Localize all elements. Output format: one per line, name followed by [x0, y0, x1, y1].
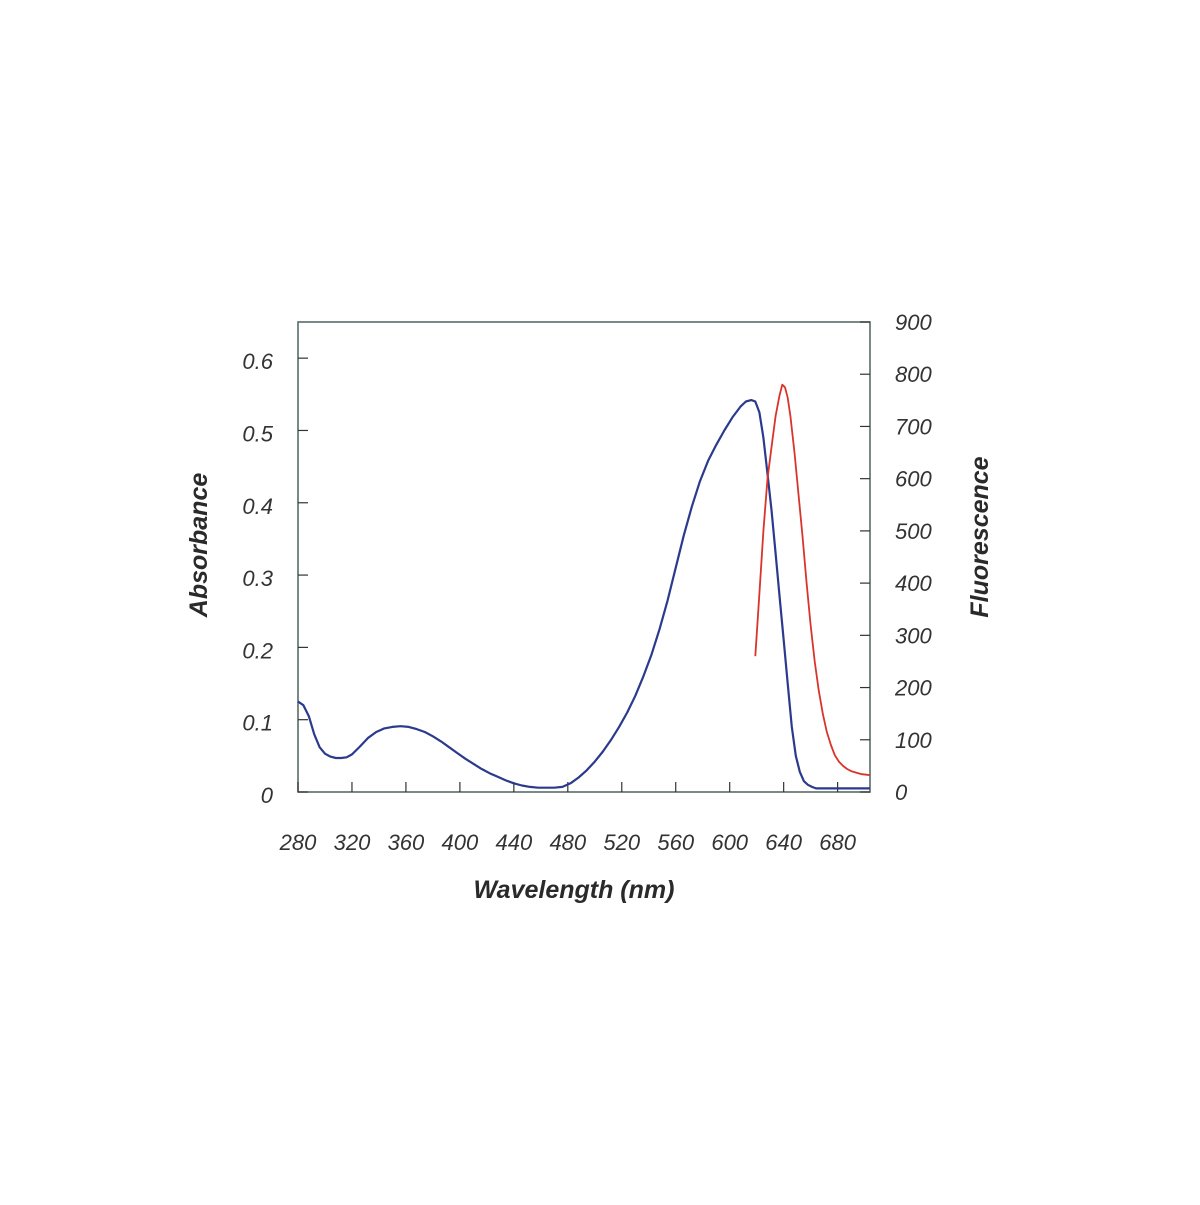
x-tick-label: 400 [442, 830, 479, 855]
x-tick-label: 320 [334, 830, 371, 855]
x-tick-label: 440 [495, 830, 532, 855]
y-tick-label: 0.2 [242, 638, 273, 663]
x-tick-label: 640 [765, 830, 802, 855]
x-tick-label: 280 [279, 830, 317, 855]
y2-tick-label: 400 [895, 571, 932, 596]
plot-frame [297, 321, 871, 793]
series-layer [297, 383, 871, 790]
x-tick-label: 480 [549, 830, 586, 855]
fluorescence-series-line [754, 383, 871, 777]
x-tick-label: 520 [603, 830, 640, 855]
x-tick-label: 680 [819, 830, 856, 855]
y2-tick-label: 0 [895, 780, 908, 805]
y2-tick-label: 100 [895, 728, 932, 753]
absorbance-series-line [297, 399, 870, 790]
y-tick-label: 0.3 [242, 566, 273, 591]
y-tick-label: 0.6 [242, 349, 273, 374]
y-tick-label: 0.5 [242, 421, 273, 446]
x-tick-label: 600 [711, 830, 748, 855]
y-tick-label: 0 [261, 783, 274, 808]
y2-tick-label: 200 [894, 676, 932, 701]
x-axis-title: Wavelength (nm) [474, 876, 675, 904]
y2-tick-label: 300 [895, 623, 932, 648]
x-tick-label: 560 [657, 830, 694, 855]
y-tick-label: 0.1 [242, 711, 273, 736]
y2-tick-label: 900 [895, 310, 932, 335]
y2-tick-label: 700 [895, 414, 932, 439]
ticks-layer [297, 321, 870, 793]
y-axis-title: Absorbance [185, 473, 213, 619]
y-tick-label: 0.4 [242, 494, 273, 519]
y2-axis-title: Fluorescence [966, 456, 994, 617]
y2-tick-label: 600 [895, 467, 932, 492]
y2-tick-label: 500 [895, 519, 932, 544]
x-tick-label: 360 [388, 830, 425, 855]
labels-layer: 280 320 360 400 440 480 520 560 600 640 680 0 0.1 0.2… [242, 310, 932, 855]
y2-tick-label: 800 [895, 362, 932, 387]
